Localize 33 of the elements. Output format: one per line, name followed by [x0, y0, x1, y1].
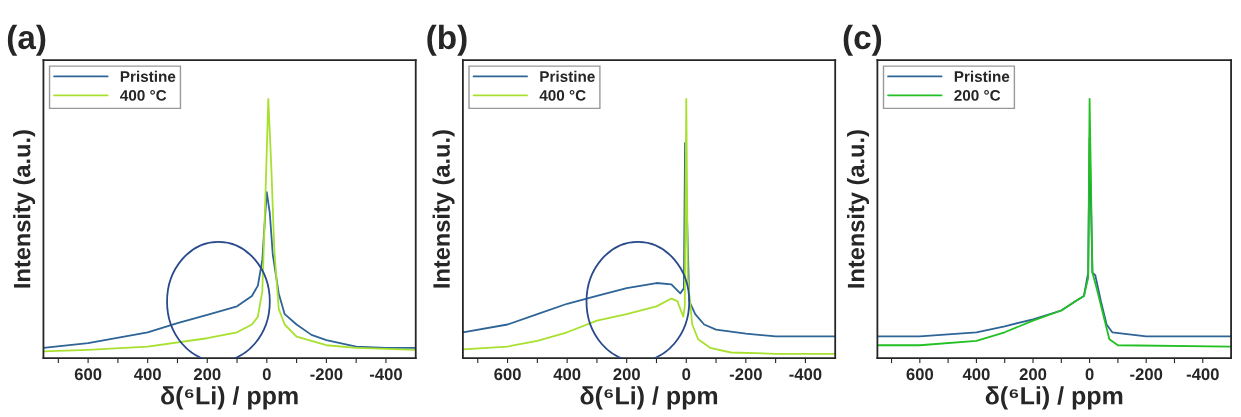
- legend-label: Pristine: [540, 70, 595, 82]
- x-tick-label: 600: [494, 368, 521, 381]
- x-tick-label: -400: [1186, 368, 1219, 381]
- x-tick-label: 200: [613, 368, 640, 381]
- y-axis-title: Intensity (a.u.): [13, 130, 36, 288]
- x-tick-label: 0: [1085, 368, 1094, 381]
- legend-label: 200 °C: [954, 89, 1001, 101]
- x-tick-label: 200: [1019, 368, 1047, 381]
- x-axis-title: δ(⁶Li) / ppm: [985, 386, 1123, 410]
- x-tick-label: 0: [682, 368, 691, 381]
- y-axis-title: Intensity (a.u.): [432, 130, 455, 288]
- x-tick-label: 400: [134, 368, 161, 381]
- x-tick-label: -200: [1130, 368, 1163, 381]
- chart-title: (c): [843, 24, 882, 56]
- y-axis-title: Intensity (a.u.): [847, 130, 870, 288]
- x-tick-label: 200: [193, 368, 221, 381]
- x-tick-label: -200: [729, 368, 762, 381]
- legend-label: 400 °C: [539, 89, 586, 101]
- x-tick-label: 600: [74, 368, 102, 381]
- x-tick-label: -200: [310, 368, 343, 381]
- chart-title: (a): [7, 24, 46, 56]
- x-tick-label: 400: [553, 368, 581, 381]
- chart-title: (b): [427, 24, 467, 56]
- x-tick-label: 400: [962, 368, 990, 381]
- legend-label: Pristine: [954, 70, 1010, 82]
- x-axis-title: δ(⁶Li) / ppm: [161, 386, 298, 410]
- x-tick-label: -400: [789, 368, 822, 381]
- x-tick-label: 600: [906, 368, 934, 381]
- x-axis-title: δ(⁶Li) / ppm: [580, 386, 718, 410]
- x-tick-label: 0: [262, 368, 271, 381]
- x-tick-label: -400: [369, 368, 402, 381]
- legend-label: 400 °C: [120, 89, 167, 101]
- legend-label: Pristine: [120, 70, 176, 82]
